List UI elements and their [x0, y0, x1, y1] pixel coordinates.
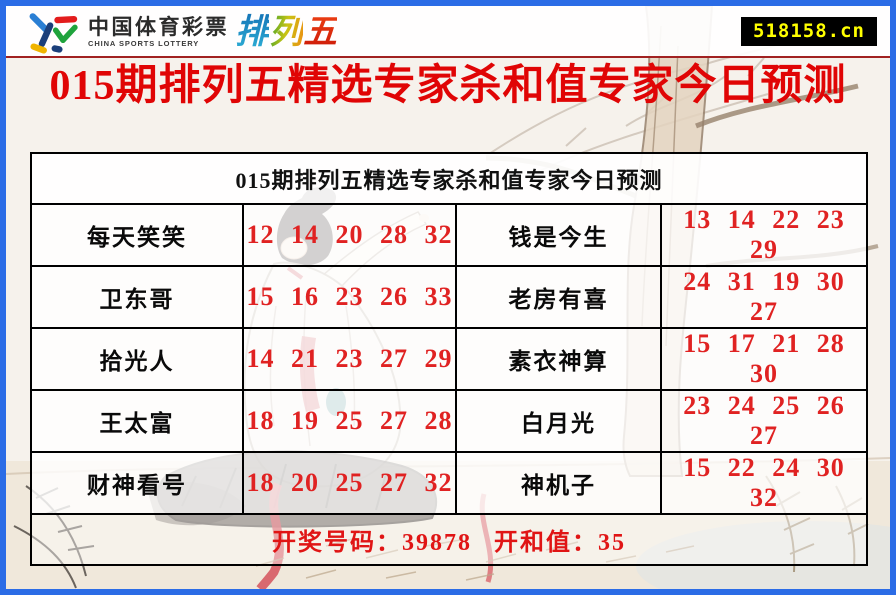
expert-name-cell: 钱是今生 — [455, 203, 662, 267]
table-row: 每天笑笑 12 14 20 28 32 钱是今生 13 14 22 23 29 — [30, 203, 869, 267]
kill-numbers-cell: 18 20 25 27 32 — [242, 451, 457, 515]
sum-value: 35 — [598, 530, 626, 556]
kill-numbers-cell: 23 24 25 26 27 — [659, 389, 869, 453]
expert-name-cell: 财神看号 — [30, 451, 244, 515]
sum-value-label: 开和值： — [494, 530, 598, 556]
expert-name-cell: 每天笑笑 — [30, 203, 244, 267]
game-char: 五 — [303, 10, 337, 54]
kill-numbers-cell: 13 14 22 23 29 — [659, 203, 869, 267]
table-row: 财神看号 18 20 25 27 32 神机子 15 22 24 30 32 — [30, 451, 869, 515]
draw-number-value: 39878 — [402, 530, 472, 556]
china-sports-lottery-icon — [29, 13, 78, 54]
table-footer-row: 开奖号码：39878 开和值：35 — [29, 513, 869, 566]
prediction-table: 015期排列五精选专家杀和值专家今日预测 每天笑笑 12 14 20 28 32… — [29, 152, 869, 566]
content-area: 中国体育彩票 CHINA SPORTS LOTTERY 排 列 五 518158… — [6, 6, 890, 589]
expert-name-cell: 老房有喜 — [455, 265, 662, 329]
kill-numbers-cell: 24 31 19 30 27 — [659, 265, 869, 329]
table-header-row: 015期排列五精选专家杀和值专家今日预测 — [29, 152, 869, 205]
brand-name-en: CHINA SPORTS LOTTERY — [88, 38, 200, 48]
game-name: 排 列 五 — [235, 10, 337, 54]
table-title: 015期排列五精选专家杀和值专家今日预测 — [29, 152, 869, 205]
kill-numbers-cell: 15 17 21 28 30 — [659, 327, 869, 391]
brand-logo: 中国体育彩票 CHINA SPORTS LOTTERY 排 列 五 — [24, 10, 337, 54]
draw-number-label: 开奖号码： — [272, 530, 402, 556]
kill-numbers-cell: 18 19 25 27 28 — [242, 389, 457, 453]
expert-name-cell: 拾光人 — [30, 327, 244, 391]
page-title: 015期排列五精选专家杀和值专家今日预测 — [49, 63, 847, 109]
expert-name-cell: 素衣神算 — [455, 327, 662, 391]
draw-result: 开奖号码：39878 开和值：35 — [29, 513, 869, 566]
game-char: 排 — [235, 10, 269, 54]
game-char: 列 — [269, 10, 303, 54]
site-url-badge[interactable]: 518158.cn — [741, 17, 877, 46]
table-row: 卫东哥 15 16 23 26 33 老房有喜 24 31 19 30 27 — [30, 265, 869, 329]
table-row: 拾光人 14 21 23 27 29 素衣神算 15 17 21 28 30 — [30, 327, 869, 391]
expert-name-cell: 白月光 — [455, 389, 662, 453]
kill-numbers-cell: 12 14 20 28 32 — [242, 203, 457, 267]
kill-numbers-cell: 15 16 23 26 33 — [242, 265, 457, 329]
brand-name-cn: 中国体育彩票 — [88, 14, 229, 39]
header-band: 中国体育彩票 CHINA SPORTS LOTTERY 排 列 五 518158… — [6, 6, 890, 58]
kill-numbers-cell: 14 21 23 27 29 — [242, 327, 457, 391]
expert-name-cell: 王太富 — [30, 389, 244, 453]
expert-name-cell: 神机子 — [455, 451, 662, 515]
kill-numbers-cell: 15 22 24 30 32 — [659, 451, 869, 515]
expert-name-cell: 卫东哥 — [30, 265, 244, 329]
table-row: 王太富 18 19 25 27 28 白月光 23 24 25 26 27 — [30, 389, 869, 453]
